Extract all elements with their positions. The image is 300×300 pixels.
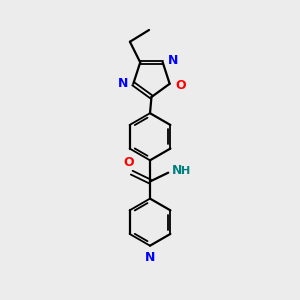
Text: N: N <box>172 164 182 177</box>
Text: O: O <box>123 156 134 169</box>
Text: O: O <box>175 79 186 92</box>
Text: H: H <box>181 167 190 176</box>
Text: N: N <box>118 77 128 90</box>
Text: N: N <box>168 54 178 68</box>
Text: N: N <box>145 251 155 264</box>
